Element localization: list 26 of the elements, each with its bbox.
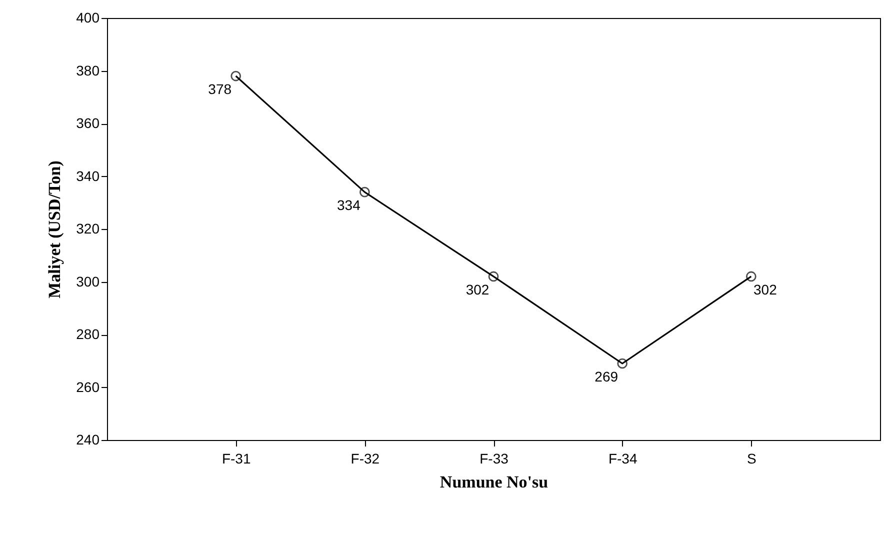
point — [488, 271, 499, 282]
point — [746, 271, 756, 282]
data-label: 334 — [336, 197, 361, 214]
point — [230, 70, 242, 82]
data-label: 302 — [753, 281, 778, 298]
x-axis-title: Numune No'su — [440, 472, 548, 492]
point — [359, 186, 370, 198]
y-tick-label: 300 — [76, 273, 100, 290]
y-tick-label: 360 — [76, 115, 100, 131]
data-label: 269 — [594, 368, 618, 385]
y-tick-label: 280 — [76, 326, 100, 342]
y-tick-label: 380 — [76, 62, 100, 78]
y-tick-label: 400 — [76, 10, 100, 26]
x-tick-label: F-31 — [222, 450, 251, 466]
x-tick-label: F-34 — [608, 450, 638, 466]
y-axis-title: Maliyet (USD/Ton) — [45, 160, 64, 298]
y-tick-label: 340 — [76, 168, 100, 184]
x-tick-label: S — [746, 450, 756, 466]
data-label: 302 — [466, 281, 490, 298]
y-tick-label: 260 — [76, 378, 100, 395]
x-tick-label: F-33 — [480, 450, 509, 466]
y-tick-label: 320 — [76, 220, 100, 236]
y-tick-label: 240 — [76, 432, 100, 448]
point — [617, 358, 628, 369]
data-label: 378 — [208, 81, 232, 98]
x-tick-label: F-32 — [350, 450, 380, 466]
